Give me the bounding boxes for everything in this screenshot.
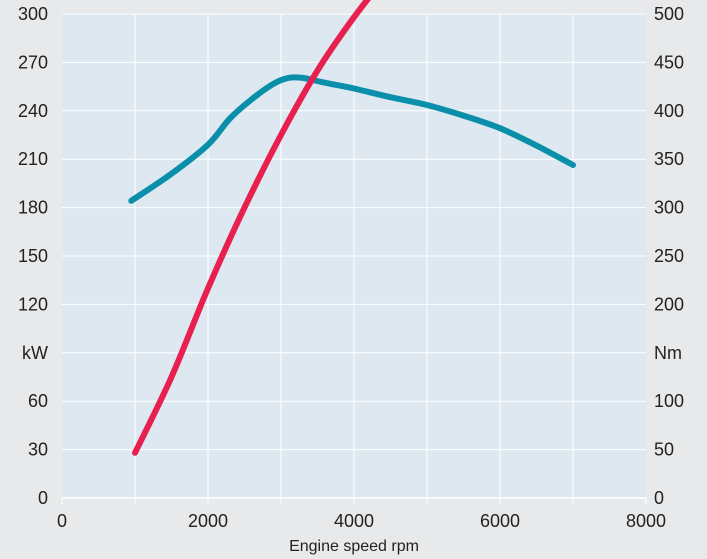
y-left-tick-label: 30 (28, 440, 48, 460)
y-right-tick-label: 0 (654, 488, 664, 508)
y-right-tick-label: 500 (654, 4, 684, 24)
x-axis-title: Engine speed rpm (289, 538, 419, 555)
x-tick-label: 2000 (188, 511, 228, 531)
y-right-tick-label: 350 (654, 149, 684, 169)
y-right-tick-label: 450 (654, 52, 684, 72)
tick-labels: 0 30 60 kW 120 150 180 210 240 270 300 0 50 100 Nm 200 2… (18, 4, 684, 531)
torque-curve-line (132, 0, 371, 456)
y-left-tick-label: 60 (28, 391, 48, 411)
y-left-tick-label: 210 (18, 149, 48, 169)
y-right-tick-label: 250 (654, 246, 684, 266)
x-tick-label: 4000 (334, 511, 374, 531)
y-left-tick-label: 180 (18, 198, 48, 218)
data-curves (128, 0, 576, 456)
y-right-tick-label: Nm (654, 343, 682, 363)
y-left-tick-label: 150 (18, 246, 48, 266)
y-right-tick-label: 400 (654, 101, 684, 121)
x-tick-label: 0 (57, 511, 67, 531)
y-left-tick-label: 240 (18, 101, 48, 121)
y-left-tick-label: 120 (18, 294, 48, 314)
y-left-tick-label: 300 (18, 4, 48, 24)
y-right-tick-label: 50 (654, 440, 674, 460)
y-left-tick-label: 0 (38, 488, 48, 508)
y-left-tick-label: 270 (18, 52, 48, 72)
y-right-tick-label: 300 (654, 198, 684, 218)
x-tick-label: 8000 (626, 511, 666, 531)
y-right-tick-label: 200 (654, 294, 684, 314)
y-right-tick-label: 100 (654, 391, 684, 411)
y-left-tick-label: kW (22, 343, 48, 363)
x-tick-label: 6000 (480, 511, 520, 531)
